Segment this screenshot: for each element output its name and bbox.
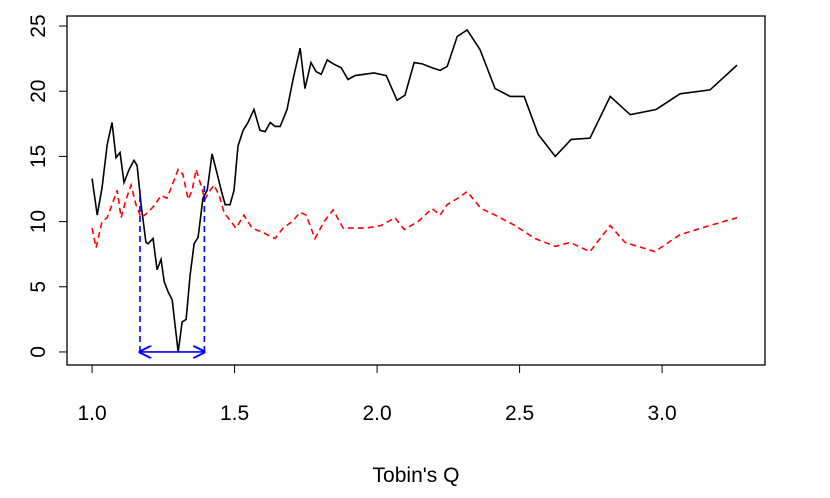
y-tick-label: 5 <box>27 281 50 293</box>
x-tick-label: 1.5 <box>220 402 249 425</box>
line-series <box>91 28 738 353</box>
plot-frame <box>66 15 766 366</box>
y-tick-label: 10 <box>27 210 50 233</box>
line-series <box>91 167 738 253</box>
y-tick-label: 0 <box>27 346 50 358</box>
y-tick-label: 15 <box>27 145 50 168</box>
x-tick-label: 3.0 <box>648 402 677 425</box>
x-tick-label: 2.5 <box>505 402 534 425</box>
x-axis-label: Tobin's Q <box>373 464 460 487</box>
y-tick-label: 25 <box>27 14 50 37</box>
x-tick-label: 1.0 <box>77 402 106 425</box>
y-tick-label: 20 <box>27 80 50 103</box>
x-tick-label: 2.0 <box>362 402 391 425</box>
